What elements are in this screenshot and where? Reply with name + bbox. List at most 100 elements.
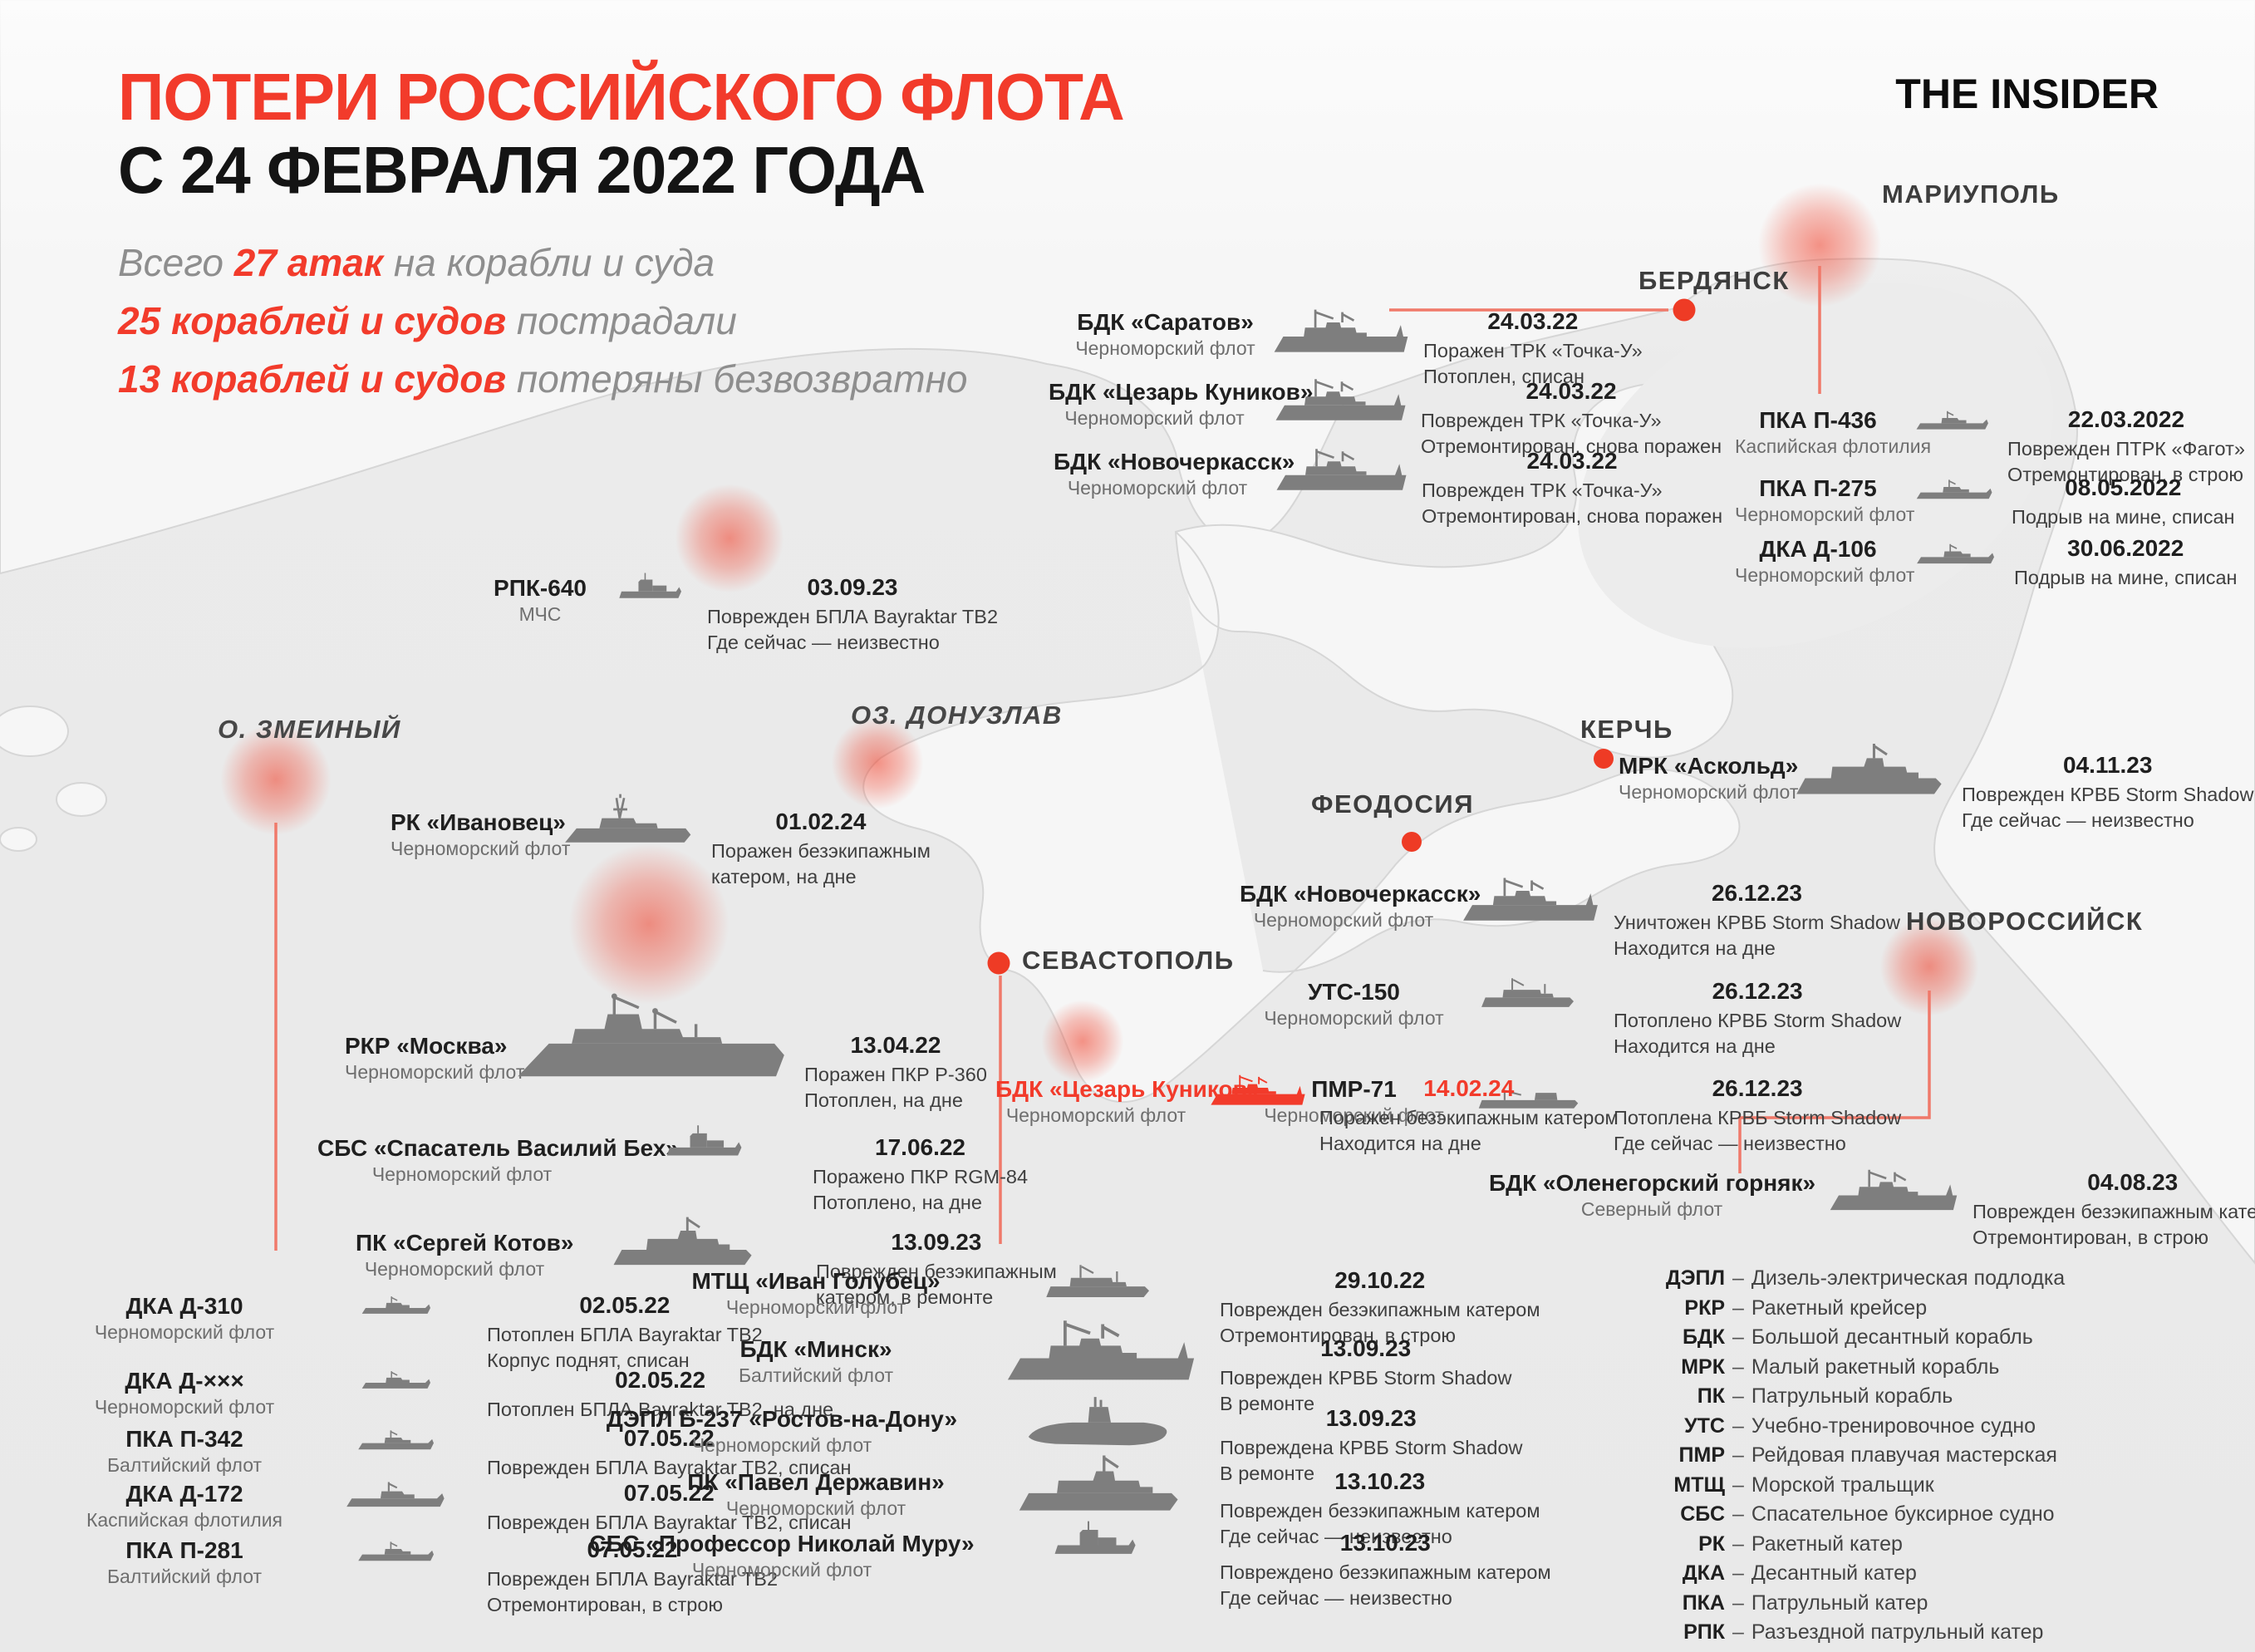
attack-description-line: Уничтожен КРВБ Storm Shadow	[1614, 911, 1900, 933]
attack-info-block: 04.11.23 Поврежден КРВБ Storm Shadow Где с…	[1962, 752, 2253, 833]
summary-stats: Всего 27 атак на корабли и суда 25 кораб…	[118, 234, 967, 409]
city-label-mariupol: МАРИУПОЛЬ	[1882, 179, 2060, 209]
ship-silhouette-icon	[321, 1468, 475, 1514]
ship-name: БДК «Оленегорский горняк»	[1489, 1170, 1816, 1196]
attack-glow-donuzlav	[831, 716, 924, 809]
ship-silhouette-icon	[1826, 1160, 1961, 1215]
ship-name-block: БДК «Оленегорский горняк» Северный флот	[1489, 1170, 1815, 1222]
ship-entry-ivanovets: РК «Ивановец» Черноморский флот 01.02.24 По…	[391, 809, 931, 890]
attack-description-line: В ремонте	[1220, 1392, 1315, 1414]
ship-silhouette-icon	[1459, 868, 1602, 926]
ship-entry-kunikov2: БДК «Цезарь Куников» Черноморский флот 14.…	[995, 1076, 1619, 1157]
attack-date: 26.12.23	[1711, 880, 1802, 906]
attack-description-line: Поврежден КРВБ Storm Shadow	[1220, 1366, 1512, 1389]
ship-name: ПМР-71	[1311, 1076, 1397, 1102]
ship-silhouette-icon	[1270, 299, 1412, 357]
ship-fleet: Черноморский флот	[1253, 909, 1434, 932]
legend-separator: –	[1732, 1591, 1744, 1615]
legend-separator: –	[1732, 1355, 1744, 1379]
ship-name-block: БДК «Саратов» Черноморский флот	[1072, 309, 1259, 361]
city-label-kerch: КЕРЧЬ	[1580, 715, 1673, 744]
attack-info-block: 13.04.22 Поражен ПКР Р-360 Потоплен, на дн…	[804, 1032, 987, 1114]
attack-date: 04.08.23	[2087, 1169, 2179, 1195]
ship-fleet: Черноморский флот	[1264, 1007, 1444, 1030]
ship-silhouette-icon	[994, 1306, 1208, 1387]
legend-row: ПК – Патрульный корабль	[1577, 1384, 2065, 1409]
ship-silhouette-icon	[514, 991, 793, 1089]
attack-info-block: 02.05.22 Потоплен БПЛА Bayraktar TB2 Корпу…	[487, 1292, 763, 1374]
attack-info-block: 08.05.2022 Подрыв на мине, списан	[2012, 474, 2235, 530]
attack-info-block: 07.05.22 Поврежден БПЛА Bayraktar TB2 Отре…	[487, 1536, 778, 1618]
attack-description-line: Поврежден ПТРК «Фагот»	[2007, 437, 2245, 460]
stat-line: 13 кораблей и судов потеряны безвозвратн…	[118, 356, 968, 401]
page-title-line2: С 24 ФЕВРАЛЯ 2022 ГОДА	[118, 133, 926, 208]
attack-info-block: 07.05.22 Поврежден БПЛА Bayraktar TB2, сп…	[487, 1480, 852, 1536]
ship-name-block: ПКА П-342 Балтийский флот	[60, 1426, 309, 1478]
attack-date: 13.04.22	[850, 1032, 941, 1058]
attack-description-line: Повреждена КРВБ Storm Shadow	[1220, 1436, 1523, 1458]
attack-info-block: 02.05.22 Потоплен БПЛА Bayraktar TB2, на …	[487, 1367, 834, 1423]
attack-date: 13.09.23	[891, 1229, 982, 1255]
attack-info-block: 13.09.23 Поврежден КРВБ Storm Shadow В рем…	[1220, 1335, 1512, 1417]
attack-date: 24.03.22	[1526, 448, 1618, 474]
ship-silhouette-icon	[1913, 533, 2002, 569]
ship-entry-dxxx: ДКА Д-××× Черноморский флот 02.05.22 Потопл…	[60, 1367, 834, 1423]
ship-fleet: Черноморский флот	[725, 1497, 906, 1520]
ship-fleet: Черноморский флот	[1075, 337, 1255, 360]
attack-description-line: Где сейчас — неизвестно	[707, 631, 940, 653]
attack-date: 03.09.23	[807, 574, 898, 600]
ship-entry-p275: ПКА П-275 Черноморский флот 08.05.2022 Подр…	[1735, 474, 2235, 530]
legend-meaning: Ракетный крейсер	[1751, 1296, 1928, 1320]
ship-name-block: МТЩ «Иван Голубец» Черноморский флот	[650, 1268, 982, 1320]
ship-name: ПК «Павел Державин»	[687, 1469, 945, 1495]
attack-description-line: Корпус поднят, списан	[487, 1349, 690, 1371]
attack-description-line: Поражен безэкипажным катером	[1319, 1106, 1619, 1128]
ship-name: БДК «Цезарь Куников»	[1049, 379, 1314, 405]
ship-name: РК «Ивановец»	[391, 809, 566, 835]
ship-entry-uts150: УТС-150 Черноморский флот 26.12.23 Потоплен…	[1260, 979, 1901, 1060]
attack-date: 07.05.22	[623, 1480, 715, 1506]
attack-info-block: 13.10.23 Поврежден безэкипажным катером Гд…	[1220, 1468, 1540, 1550]
legend-meaning: Патрульный катер	[1751, 1591, 1928, 1615]
attack-date: 30.06.2022	[2067, 535, 2184, 561]
legend-separator: –	[1732, 1325, 1744, 1349]
abbreviation-legend: ДЭПЛ – Дизель-электрическая подлодка РКР – Ра…	[1577, 1266, 2065, 1650]
attack-description-line: Где сейчас — неизвестно	[1220, 1525, 1452, 1547]
ship-fleet: Черноморский флот	[1005, 1104, 1186, 1127]
city-label-novorossiysk: НОВОРОССИЙСК	[1906, 907, 2144, 936]
ship-fleet: Черноморский флот	[345, 1061, 525, 1084]
ship-entry-muru: СБС «Профессор Николай Муру» Черноморский…	[582, 1531, 1551, 1611]
legend-meaning: Рейдовая плавучая мастерская	[1751, 1443, 2057, 1467]
line-novorossiysk	[1738, 991, 1931, 1173]
legend-row: ПМР – Рейдовая плавучая мастерская	[1577, 1443, 2065, 1468]
ship-silhouette-icon	[1913, 401, 1996, 435]
ship-entry-p436: ПКА П-436 Каспийская флотилия 22.03.2022 По…	[1735, 406, 2245, 488]
attack-info-block: 14.02.24 Поражен безэкипажным катером Нахо…	[1319, 1075, 1619, 1157]
ship-silhouette-icon	[1273, 439, 1410, 495]
legend-separator: –	[1732, 1414, 1744, 1438]
attack-description-line: Повреждено безэкипажным катером	[1220, 1561, 1551, 1583]
city-dot-kerch	[1594, 749, 1614, 769]
attack-description-line: Потоплен, на дне	[804, 1089, 963, 1111]
attack-glow-sevastopol-sea	[567, 843, 730, 1005]
legend-meaning: Большой десантный корабль	[1751, 1325, 2033, 1349]
legend-row: РК – Ракетный катер	[1577, 1532, 2065, 1556]
attack-info-block: 17.06.22 Поражено ПКР RGM-84 Потоплено, на…	[813, 1134, 1029, 1216]
attack-description-line: Потоплен БПЛА Bayraktar TB2, на дне	[487, 1398, 834, 1420]
attack-description-line: Поврежден ТРК «Точка-У»	[1421, 409, 1662, 431]
ship-entry-d106: ДКА Д-106 Черноморский флот 30.06.2022 Подр…	[1735, 533, 2238, 591]
legend-row: УТС – Учебно-тренировочное судно	[1577, 1414, 2065, 1438]
ship-silhouette-icon	[614, 570, 695, 603]
legend-row: БДК – Большой десантный корабль	[1577, 1325, 2065, 1350]
attack-glow-rpk640	[675, 484, 784, 593]
ship-entry-saratov: БДК «Саратов» Черноморский флот 24.03.22 По…	[1072, 308, 1642, 390]
ship-name-block: РКР «Москва» Черноморский флот	[345, 1033, 525, 1085]
attack-date: 13.10.23	[1339, 1530, 1431, 1556]
attack-description-line: Поражено ПКР RGM-84	[813, 1165, 1029, 1187]
legend-row: МРК – Малый ракетный корабль	[1577, 1355, 2065, 1379]
ship-fleet: Балтийский флот	[106, 1566, 263, 1588]
ship-silhouette-icon	[321, 1286, 475, 1319]
